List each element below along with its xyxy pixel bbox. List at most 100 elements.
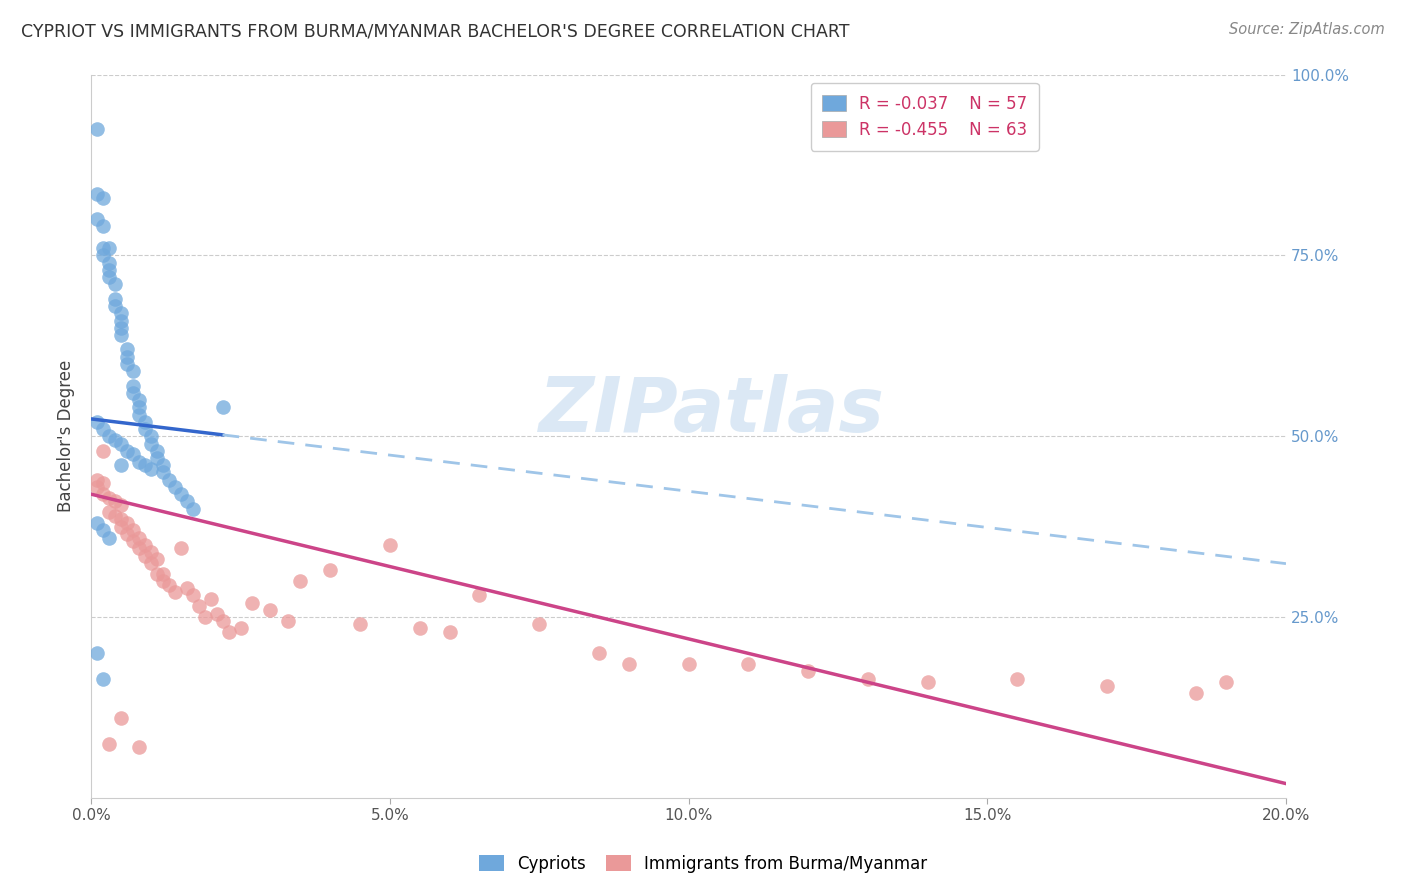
Point <box>139 429 162 443</box>
Point <box>122 524 145 538</box>
Point <box>856 672 879 686</box>
Point <box>439 624 461 639</box>
Point <box>115 527 138 541</box>
Point <box>205 607 228 621</box>
Point <box>170 487 193 501</box>
Text: ZIPatlas: ZIPatlas <box>540 374 886 448</box>
Point <box>349 617 371 632</box>
Point <box>128 740 150 755</box>
Point <box>242 596 264 610</box>
Point <box>678 657 700 672</box>
Point <box>110 458 132 473</box>
Point <box>104 494 127 508</box>
Point <box>86 186 108 201</box>
Point <box>157 473 180 487</box>
Point <box>98 263 121 277</box>
Point <box>122 447 145 461</box>
Point <box>917 675 939 690</box>
Point <box>134 538 156 552</box>
Point <box>128 408 150 422</box>
Point <box>104 299 127 313</box>
Point <box>378 538 401 552</box>
Point <box>115 343 138 357</box>
Point <box>110 498 132 512</box>
Point <box>1095 679 1118 693</box>
Point <box>91 672 114 686</box>
Point <box>128 401 150 415</box>
Point <box>797 665 820 679</box>
Point <box>91 241 114 255</box>
Point <box>91 248 114 262</box>
Point <box>218 624 240 639</box>
Y-axis label: Bachelor's Degree: Bachelor's Degree <box>58 360 75 512</box>
Point <box>139 556 162 570</box>
Point <box>86 121 108 136</box>
Point <box>110 306 132 320</box>
Point <box>86 646 108 660</box>
Point <box>259 603 281 617</box>
Point <box>122 385 145 400</box>
Point <box>737 657 759 672</box>
Point <box>176 494 198 508</box>
Point <box>468 589 491 603</box>
Point <box>110 328 132 343</box>
Point <box>98 255 121 269</box>
Point <box>529 617 551 632</box>
Point <box>163 585 186 599</box>
Point <box>152 458 174 473</box>
Point <box>1185 686 1208 700</box>
Point <box>409 621 432 635</box>
Point <box>98 491 121 505</box>
Point <box>115 516 138 530</box>
Point <box>134 422 156 436</box>
Point <box>91 524 114 538</box>
Point <box>211 614 233 628</box>
Point <box>146 552 169 566</box>
Point <box>211 401 233 415</box>
Point <box>104 433 127 447</box>
Point <box>110 520 132 534</box>
Point <box>122 534 145 549</box>
Point <box>86 516 108 530</box>
Point <box>86 473 108 487</box>
Point <box>91 219 114 234</box>
Point <box>152 574 174 588</box>
Point <box>104 277 127 292</box>
Point <box>134 415 156 429</box>
Point <box>146 443 169 458</box>
Point <box>181 501 204 516</box>
Point <box>115 350 138 364</box>
Point <box>104 508 127 523</box>
Point <box>319 563 342 577</box>
Point <box>98 429 121 443</box>
Point <box>110 320 132 334</box>
Point <box>146 450 169 465</box>
Point <box>290 574 312 588</box>
Point <box>98 737 121 751</box>
Point <box>98 531 121 545</box>
Point <box>588 646 610 660</box>
Point <box>91 487 114 501</box>
Point <box>229 621 252 635</box>
Point <box>194 610 217 624</box>
Point <box>170 541 193 556</box>
Point <box>152 466 174 480</box>
Point <box>176 581 198 595</box>
Point <box>128 541 150 556</box>
Point <box>181 589 204 603</box>
Point <box>200 592 222 607</box>
Point <box>122 364 145 378</box>
Point <box>91 476 114 491</box>
Point <box>110 436 132 450</box>
Point <box>91 422 114 436</box>
Point <box>187 599 209 614</box>
Point <box>98 270 121 285</box>
Point <box>157 577 180 591</box>
Point <box>128 393 150 408</box>
Point <box>139 436 162 450</box>
Point <box>128 455 150 469</box>
Point <box>86 480 108 494</box>
Point <box>110 512 132 526</box>
Point <box>86 212 108 227</box>
Point <box>617 657 640 672</box>
